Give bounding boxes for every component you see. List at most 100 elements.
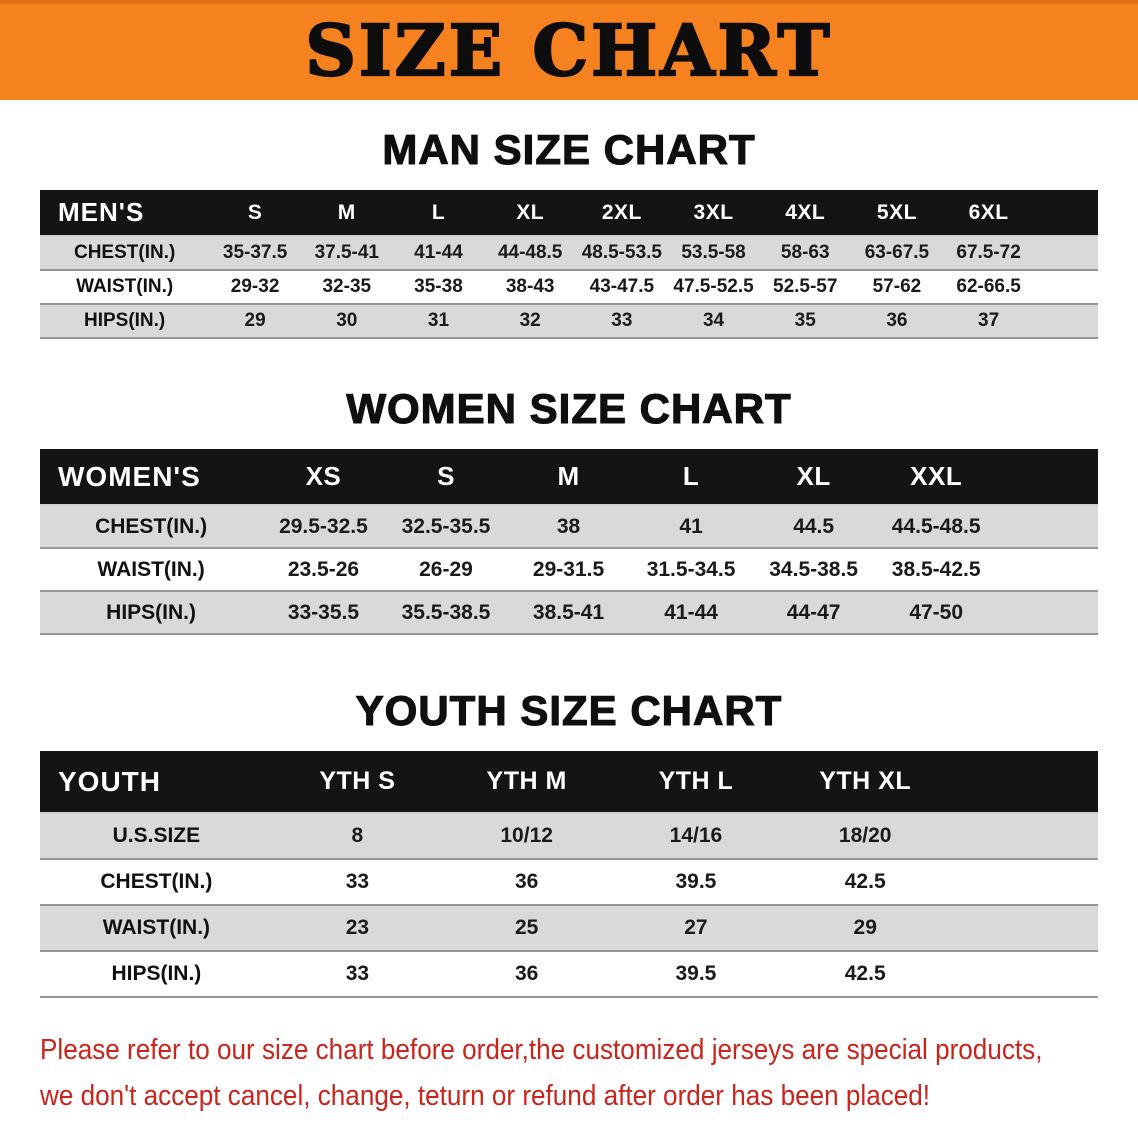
value-cell: 32 bbox=[519, 310, 541, 331]
value-cell: 43-47.5 bbox=[589, 276, 655, 297]
spacer-cell bbox=[950, 951, 1098, 997]
column-header-cell: XL bbox=[796, 461, 831, 491]
banner-title: SIZE CHART bbox=[304, 8, 833, 92]
youth-size-table: YOUTH YTH S YTH M YTH L YTH XL U.S.SIZE 8 10/12… bbox=[40, 751, 1098, 998]
table-row: U.S.SIZE 8 10/12 14/16 18/20 bbox=[40, 813, 1098, 859]
column-header-cell: L bbox=[431, 200, 446, 224]
column-header-cell: 6XL bbox=[968, 200, 1009, 224]
table-row: HIPS(IN.) 33-35.5 35.5-38.5 38.5-41 41-44 44-… bbox=[40, 591, 1098, 634]
table-row: HIPS(IN.) 29 30 31 32 33 34 35 36 37 bbox=[40, 304, 1098, 338]
value-cell: 44-48.5 bbox=[497, 242, 563, 263]
banner: SIZE CHART bbox=[0, 0, 1138, 100]
spacer-cell bbox=[997, 505, 1098, 548]
youth-size-section: YOUTH SIZE CHART YOUTH YTH S YTH M YTH L YTH… bbox=[0, 686, 1138, 998]
table-row: CHEST(IN.) 29.5-32.5 32.5-35.5 38 41 44.5 44.5… bbox=[40, 505, 1098, 548]
column-header-cell: YTH M bbox=[486, 767, 567, 795]
value-cell: 29-31.5 bbox=[532, 557, 605, 581]
value-cell: 33-35.5 bbox=[287, 600, 360, 624]
women-size-table: WOMEN'S XS S M L XL XXL CHEST(IN.) 29.5-32.5 32.5… bbox=[40, 449, 1098, 635]
row-label-cell: WAIST(IN.) bbox=[102, 916, 211, 939]
table-row: WAIST(IN.) 29-32 32-35 35-38 38-43 43-47.5 47.… bbox=[40, 270, 1098, 304]
column-header-cell: YTH S bbox=[319, 767, 396, 795]
value-cell: 48.5-53.5 bbox=[581, 242, 662, 263]
value-cell: 14/16 bbox=[669, 824, 723, 847]
table-row: CHEST(IN.) 35-37.5 37.5-41 41-44 44-48.5 48.5… bbox=[40, 236, 1098, 270]
value-cell: 44.5 bbox=[793, 514, 835, 538]
column-header-cell: YTH XL bbox=[819, 767, 912, 795]
value-cell: 38-43 bbox=[505, 276, 555, 297]
spacer-cell bbox=[950, 859, 1098, 905]
row-label-cell: CHEST(IN.) bbox=[73, 242, 176, 263]
column-header-cell: M bbox=[557, 461, 580, 491]
value-cell: 44-47 bbox=[786, 600, 841, 624]
value-cell: 29 bbox=[244, 310, 266, 331]
value-cell: 38.5-41 bbox=[532, 600, 605, 624]
value-cell: 30 bbox=[336, 310, 358, 331]
value-cell: 44.5-48.5 bbox=[891, 514, 981, 538]
column-header-cell: S bbox=[437, 461, 455, 491]
row-label-cell: CHEST(IN.) bbox=[100, 870, 213, 893]
value-cell: 34.5-38.5 bbox=[769, 557, 858, 581]
value-cell: 38.5-42.5 bbox=[891, 557, 981, 581]
value-cell: 58-63 bbox=[780, 242, 830, 263]
row-label-cell: WAIST(IN.) bbox=[76, 276, 174, 297]
row-label-cell: HIPS(IN.) bbox=[111, 962, 202, 985]
men-section-heading: MAN SIZE CHART bbox=[382, 125, 756, 173]
value-cell: 47-50 bbox=[909, 600, 964, 624]
spacer-cell bbox=[997, 548, 1098, 591]
value-cell: 36 bbox=[514, 962, 539, 985]
value-cell: 35-37.5 bbox=[222, 242, 288, 263]
value-cell: 27 bbox=[684, 916, 708, 939]
value-cell: 42.5 bbox=[844, 870, 886, 893]
row-label-cell: HIPS(IN.) bbox=[106, 600, 196, 624]
value-cell: 33 bbox=[611, 310, 633, 331]
spacer-cell bbox=[1034, 304, 1098, 338]
row-label-cell: HIPS(IN.) bbox=[83, 310, 166, 331]
men-size-table: MEN'S S M L XL 2XL 3XL 4XL 5XL 6XL CHEST(IN.) 35-37… bbox=[40, 190, 1098, 339]
value-cell: 32-35 bbox=[322, 276, 372, 297]
spacer-cell bbox=[997, 449, 1098, 505]
value-cell: 36 bbox=[886, 310, 908, 331]
value-cell: 57-62 bbox=[872, 276, 922, 297]
spacer-cell bbox=[950, 813, 1098, 859]
value-cell: 39.5 bbox=[675, 870, 717, 893]
table-title-cell: YOUTH bbox=[58, 765, 161, 797]
table-row: WAIST(IN.) 23.5-26 26-29 29-31.5 31.5-34.5 34… bbox=[40, 548, 1098, 591]
value-cell: 29 bbox=[853, 916, 877, 939]
column-header-cell: M bbox=[337, 200, 356, 224]
value-cell: 39.5 bbox=[675, 962, 717, 985]
table-header-row: YOUTH YTH S YTH M YTH L YTH XL bbox=[40, 751, 1098, 813]
spacer-cell bbox=[1034, 270, 1098, 304]
value-cell: 31.5-34.5 bbox=[646, 557, 736, 581]
value-cell: 35.5-38.5 bbox=[401, 600, 491, 624]
value-cell: 41-44 bbox=[414, 242, 463, 263]
value-cell: 25 bbox=[514, 916, 539, 939]
column-header-cell: 4XL bbox=[785, 200, 826, 224]
value-cell: 35-38 bbox=[414, 276, 463, 297]
youth-section-heading: YOUTH SIZE CHART bbox=[355, 686, 783, 734]
value-cell: 23.5-26 bbox=[287, 557, 360, 581]
table-row: WAIST(IN.) 23 25 27 29 bbox=[40, 905, 1098, 951]
value-cell: 34 bbox=[702, 310, 725, 331]
column-header-cell: 2XL bbox=[601, 200, 642, 224]
value-cell: 10/12 bbox=[500, 824, 553, 847]
column-header-cell: YTH L bbox=[658, 767, 734, 795]
table-title-cell: MEN'S bbox=[58, 197, 145, 227]
column-header-cell: XL bbox=[516, 200, 545, 224]
table-title-cell: WOMEN'S bbox=[58, 460, 201, 492]
value-cell: 41 bbox=[679, 514, 703, 538]
value-cell: 62-66.5 bbox=[956, 276, 1021, 297]
table-row: HIPS(IN.) 33 36 39.5 42.5 bbox=[40, 951, 1098, 997]
value-cell: 36 bbox=[514, 870, 539, 893]
spacer-cell bbox=[997, 591, 1098, 634]
column-header-cell: 3XL bbox=[693, 200, 734, 224]
value-cell: 53.5-58 bbox=[681, 242, 746, 263]
value-cell: 33 bbox=[345, 870, 370, 893]
spacer-cell bbox=[1034, 190, 1098, 236]
value-cell: 29.5-32.5 bbox=[279, 514, 368, 538]
value-cell: 63-67.5 bbox=[864, 242, 930, 263]
women-size-section: WOMEN SIZE CHART WOMEN'S XS S M L XL XXL CHEST(… bbox=[0, 384, 1138, 635]
column-header-cell: L bbox=[682, 461, 700, 491]
column-header-cell: S bbox=[247, 200, 263, 224]
footer-note-line-1: Please refer to our size chart before or… bbox=[40, 1034, 1043, 1066]
